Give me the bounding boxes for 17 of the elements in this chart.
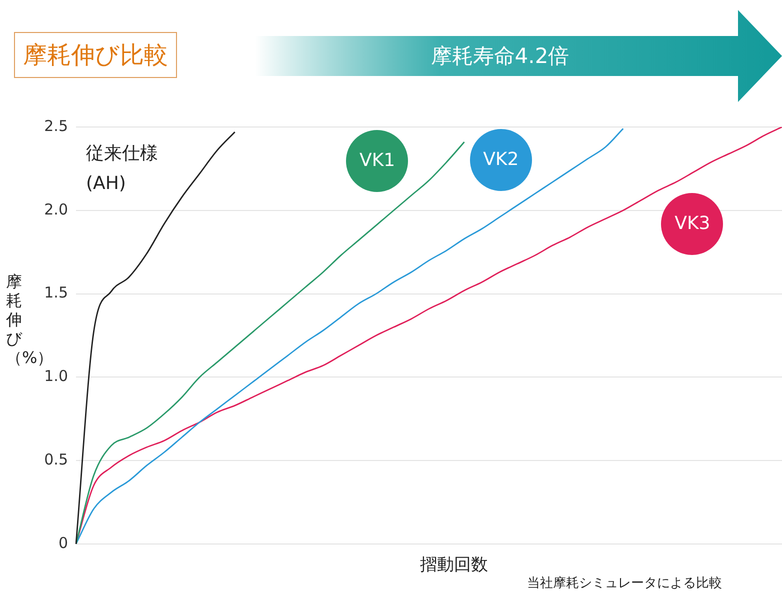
line-series	[75, 128, 624, 544]
circle-badge: VK2	[470, 128, 532, 191]
text: 当社摩耗シミュレータによる比較	[527, 575, 722, 592]
chart-title: 摩耗伸び比較	[14, 32, 177, 78]
y-tick-label: 2.5	[44, 116, 68, 135]
series-label: 従来仕様 (AH)	[86, 143, 158, 194]
y-tick-label: 1.0	[44, 367, 68, 386]
y-tick-label: 0.5	[44, 450, 68, 468]
y-tick-label: 1.5	[44, 284, 68, 302]
chart-subtitle: 摩耗寿命4.2倍	[430, 43, 570, 70]
line-series	[75, 131, 236, 544]
line-series	[75, 141, 465, 544]
y-tick-label: 0	[58, 534, 68, 552]
y-tick-label: 2.0	[44, 200, 68, 218]
x-axis-title: 摺動回数	[420, 554, 488, 576]
circle-badge: VK3	[661, 193, 724, 256]
circle-badge: VK1	[346, 130, 408, 192]
